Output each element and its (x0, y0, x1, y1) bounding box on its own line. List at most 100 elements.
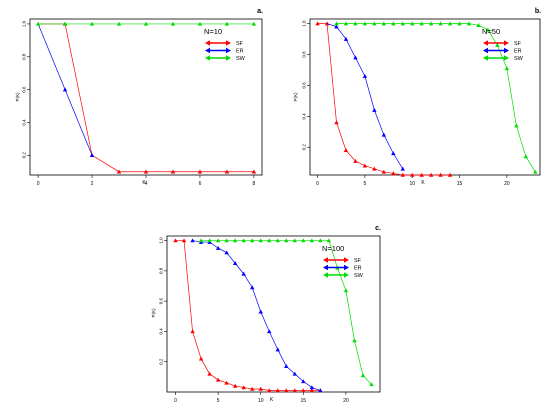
data-point-sw (284, 238, 289, 243)
x-tick-label: 10 (409, 181, 415, 187)
data-point-sf (173, 238, 178, 243)
data-point-er (372, 107, 377, 112)
data-point-er (353, 55, 358, 60)
y-tick-label: 0.2 (22, 152, 27, 159)
legend-label: SF (236, 41, 244, 47)
data-point-sf (143, 169, 149, 174)
data-point-sw (197, 21, 203, 26)
y-axis-label: P(K) (293, 92, 298, 102)
x-tick-label: 8 (253, 181, 256, 187)
data-point-sw (224, 238, 229, 243)
data-point-sf (258, 386, 263, 391)
data-point-sf (301, 388, 306, 393)
data-point-er (381, 132, 387, 137)
data-point-sw (447, 21, 453, 26)
data-point-sw (343, 21, 349, 26)
y-tick-label: 0.6 (22, 86, 27, 93)
data-point-sw (419, 21, 424, 26)
panel-label: b. (535, 8, 541, 15)
data-point-sf (190, 329, 195, 334)
y-tick-label: 0.8 (159, 267, 164, 274)
series-sw (198, 238, 374, 387)
legend-arrowhead-left (205, 40, 210, 46)
legend-arrowhead-right (226, 47, 231, 54)
data-point-sf (400, 172, 405, 177)
y-tick-label: 0.6 (302, 82, 307, 89)
data-point-er (391, 151, 396, 156)
x-tick-label: 15 (301, 398, 307, 404)
series-line-sf (38, 23, 254, 173)
data-point-sw (372, 21, 377, 26)
x-tick-label: 15 (457, 181, 463, 187)
x-axis-label: K (421, 180, 425, 186)
legend-arrowhead-right (344, 264, 349, 271)
data-point-sw (309, 238, 315, 243)
series-line-sw (201, 240, 372, 385)
data-point-sf (428, 172, 434, 177)
y-tick-label: 0.8 (22, 53, 27, 60)
data-point-sw (275, 238, 280, 243)
panel-annotation: N=100 (322, 244, 344, 253)
legend-arrowhead-left (483, 47, 488, 54)
data-point-sf (353, 158, 358, 163)
data-point-sw (457, 21, 462, 26)
x-axis-label: K (142, 180, 146, 186)
series-sw (35, 21, 257, 26)
data-point-sw (438, 21, 443, 26)
data-point-sw (326, 238, 332, 243)
legend-arrowhead-right (504, 47, 509, 54)
data-point-sw (353, 21, 358, 26)
x-tick-label: 0 (174, 398, 177, 404)
legend-arrowhead-right (344, 272, 349, 278)
data-point-sf (315, 21, 320, 26)
y-tick-label: 0.2 (302, 144, 307, 151)
legend-label: SW (236, 56, 246, 62)
data-point-sw (466, 21, 472, 26)
series-sf (173, 238, 323, 393)
data-point-sf (419, 172, 424, 177)
legend-arrowhead-left (323, 264, 328, 271)
data-point-er (284, 364, 289, 369)
data-point-sf (309, 388, 315, 393)
data-point-sw (241, 238, 246, 243)
legend-arrowhead-left (323, 257, 328, 263)
legend-label: ER (514, 49, 522, 55)
data-point-sf (250, 386, 255, 391)
data-point-sf (447, 172, 453, 177)
data-point-sw (369, 382, 374, 387)
data-point-sf (170, 169, 176, 174)
data-point-sf (181, 238, 187, 243)
data-point-er (275, 347, 280, 352)
panel-annotation: N=50 (482, 27, 500, 36)
data-point-sw (428, 21, 434, 26)
data-point-sw (485, 27, 491, 32)
data-point-sw (362, 21, 368, 26)
data-point-sw (207, 238, 212, 243)
series-line-sw (336, 23, 536, 173)
y-axis-label: P(K) (151, 308, 156, 318)
legend-label: SW (514, 56, 524, 62)
data-point-er (292, 371, 297, 376)
x-tick-label: 0 (37, 181, 40, 187)
data-point-sf (116, 169, 122, 174)
x-tick-label: 0 (316, 181, 319, 187)
data-point-er (232, 261, 238, 266)
series-er (37, 23, 95, 158)
legend-label: ER (236, 49, 244, 55)
legend-arrowhead-left (323, 272, 328, 278)
x-tick-label: 20 (343, 398, 349, 404)
data-point-er (362, 73, 368, 78)
legend-label: SW (354, 273, 364, 279)
data-point-sw (198, 238, 204, 243)
data-point-sf (224, 169, 230, 174)
data-point-er (190, 238, 195, 243)
series-er (190, 238, 323, 393)
y-tick-label: 1.0 (159, 237, 164, 244)
data-point-sf (284, 388, 289, 393)
data-point-sw (533, 169, 538, 174)
data-point-sw (523, 154, 529, 159)
data-point-sw (334, 21, 339, 26)
legend-arrowhead-right (226, 40, 231, 46)
